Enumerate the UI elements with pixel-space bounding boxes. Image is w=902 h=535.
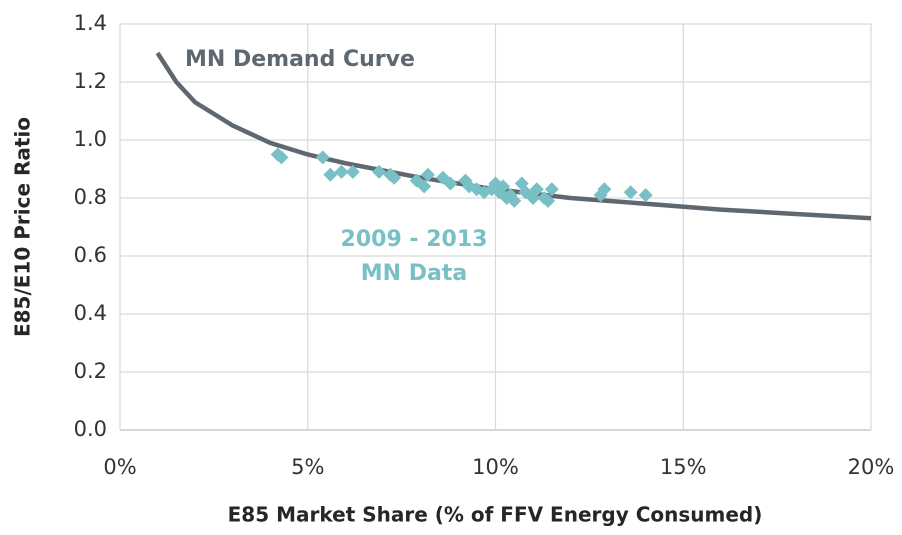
x-tick-label: 0% xyxy=(103,455,136,479)
y-tick-label: 1.4 xyxy=(74,11,107,35)
data-point xyxy=(420,167,435,182)
y-tick-label: 0.0 xyxy=(74,417,107,441)
annotation: MN Data xyxy=(361,261,467,286)
y-axis-title: E85/E10 Price Ratio xyxy=(11,117,35,337)
data-point xyxy=(315,150,330,165)
annotation: MN Demand Curve xyxy=(185,47,415,72)
y-tick-label: 0.4 xyxy=(74,301,107,325)
x-tick-label: 10% xyxy=(472,455,519,479)
data-point xyxy=(496,179,511,194)
y-tick-label: 0.2 xyxy=(74,359,107,383)
annotation: 2009 - 2013 xyxy=(341,227,488,252)
x-tick-label: 20% xyxy=(848,455,895,479)
x-tick-label: 5% xyxy=(291,455,324,479)
data-point xyxy=(597,182,612,197)
data-point xyxy=(507,193,522,208)
data-point xyxy=(638,188,653,203)
data-point xyxy=(417,179,432,194)
data-point xyxy=(503,188,518,203)
data-point xyxy=(323,167,338,182)
data-point xyxy=(387,170,402,185)
data-point xyxy=(274,150,289,165)
y-tick-label: 0.8 xyxy=(74,185,107,209)
data-point xyxy=(443,176,458,191)
y-tick-label: 1.0 xyxy=(74,127,107,151)
data-point xyxy=(544,182,559,197)
data-point xyxy=(345,164,360,179)
y-tick-label: 1.2 xyxy=(74,69,107,93)
data-point xyxy=(372,164,387,179)
data-point xyxy=(529,182,544,197)
data-point xyxy=(541,193,556,208)
data-point xyxy=(334,164,349,179)
data-point xyxy=(623,185,638,200)
x-tick-label: 15% xyxy=(660,455,707,479)
x-axis-title: E85 Market Share (% of FFV Energy Consum… xyxy=(228,503,763,527)
y-tick-label: 0.6 xyxy=(74,243,107,267)
